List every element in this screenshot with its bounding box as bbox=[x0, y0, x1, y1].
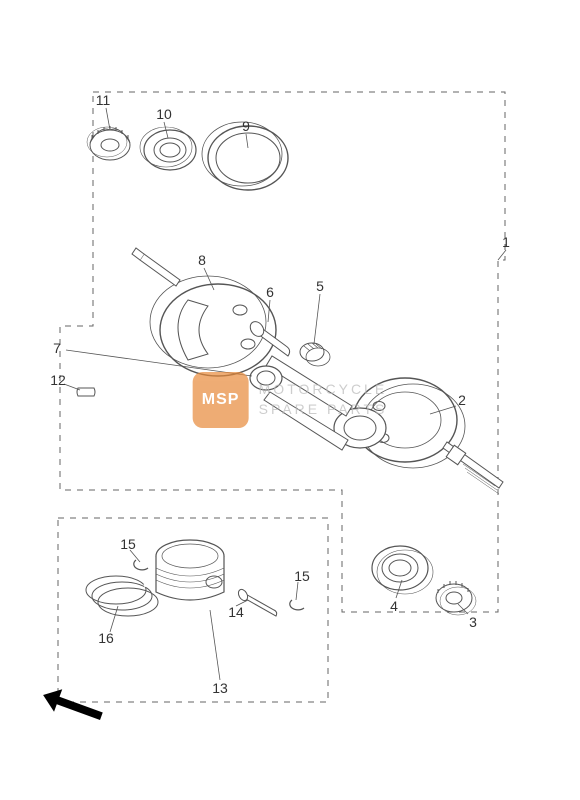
part-bearing-10 bbox=[140, 127, 196, 170]
part-needle-bearing-5 bbox=[300, 343, 330, 366]
part-gear-11 bbox=[87, 126, 130, 160]
part-gear-3 bbox=[436, 581, 476, 615]
part-circlip-15a bbox=[134, 560, 148, 570]
exploded-diagram: MSP MOTORCYCLE SPARE PARTS bbox=[0, 0, 580, 800]
part-circlip-15b bbox=[290, 600, 304, 610]
view-direction-arrow bbox=[39, 684, 105, 728]
part-crank-web-left-8 bbox=[132, 248, 276, 376]
part-ring-set-16 bbox=[86, 576, 158, 616]
part-key-12 bbox=[77, 388, 95, 396]
diagram-svg bbox=[0, 0, 580, 800]
part-bearing-4 bbox=[372, 546, 433, 594]
part-wrist-pin-14 bbox=[237, 588, 277, 616]
part-ring-9 bbox=[202, 122, 288, 190]
part-piston-13 bbox=[156, 540, 224, 600]
